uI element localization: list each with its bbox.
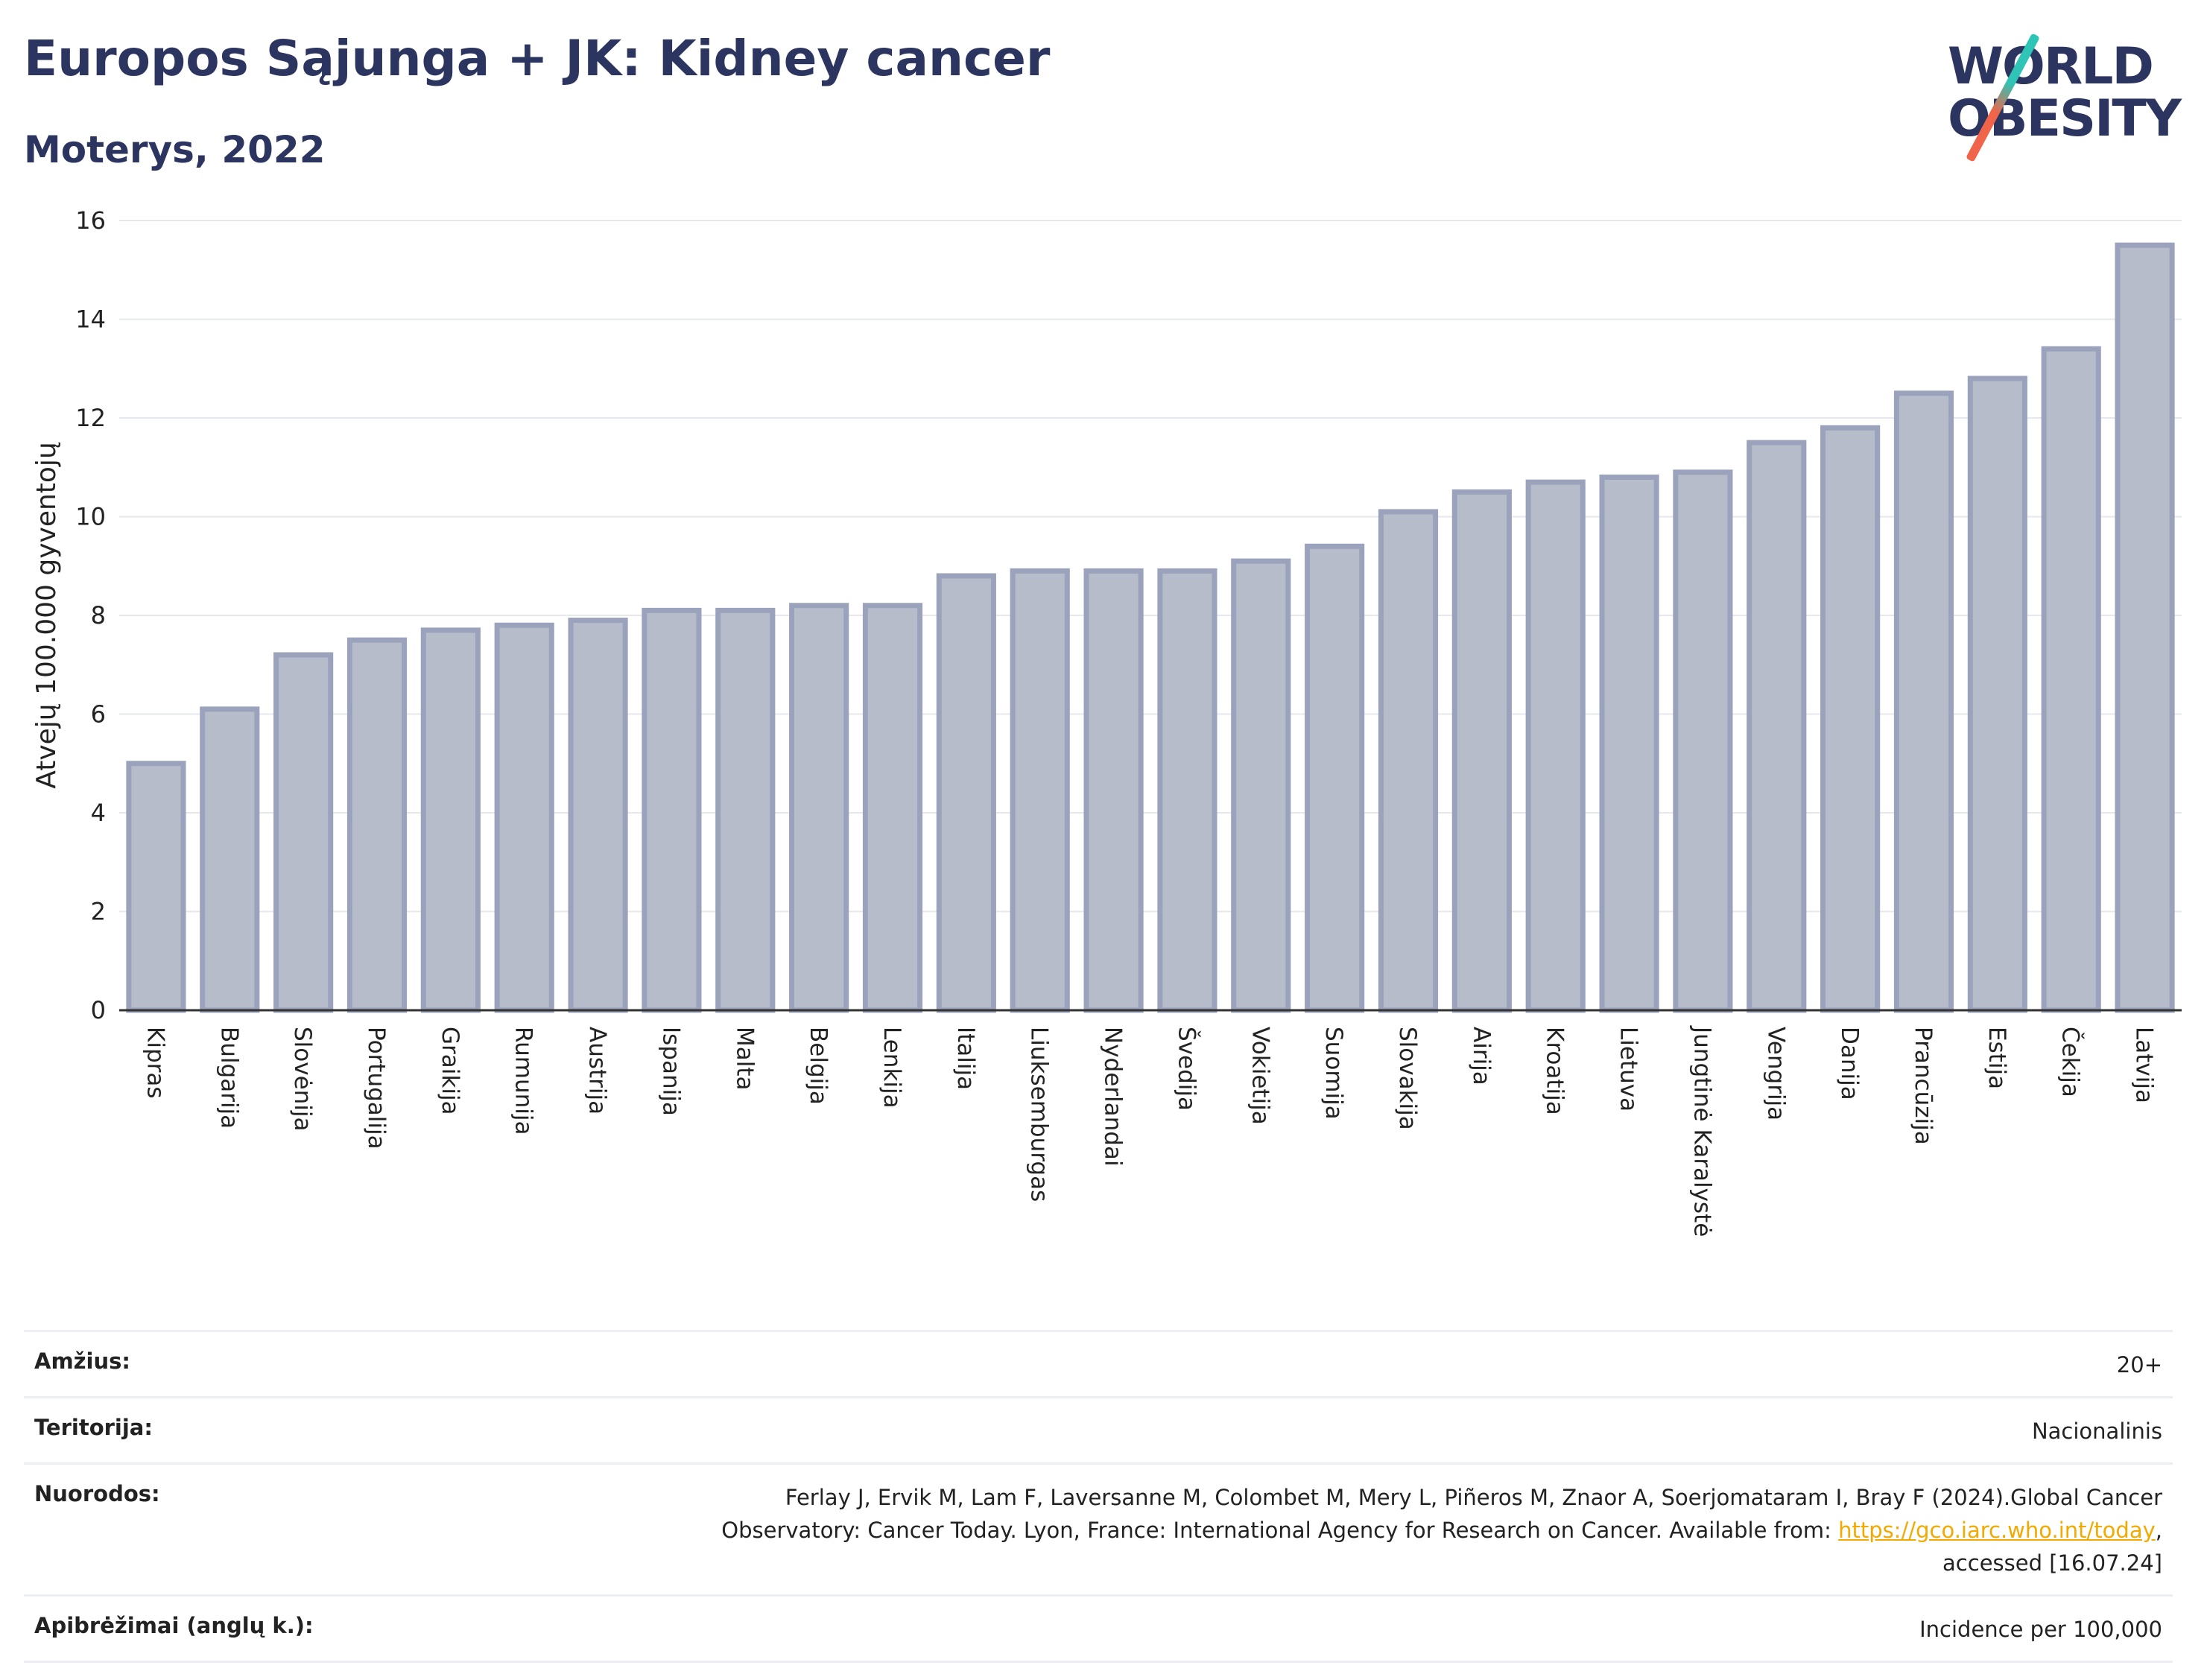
x-category-label: Airija [1468,1027,1495,1085]
y-tick-label: 6 [91,700,106,729]
bar[interactable] [2115,242,2175,1013]
x-category-label: Belgija [805,1027,832,1105]
bar[interactable] [273,652,334,1013]
references-link[interactable]: https://gco.iarc.who.int/today [1838,1518,2156,1543]
info-table: Amžius: 20+ Teritorija: Nacionalinis Nuo… [24,1330,2173,1663]
bar-chart: 0 2 4 6 8 10 12 14 16 Kipras Bulgarija Slovėnija Po… [31,206,2182,1237]
bar[interactable] [1967,375,2027,1013]
references-line-2-end: , [2155,1518,2162,1543]
info-row-territory: Teritorija: Nacionalinis [24,1396,2173,1462]
world-obesity-logo: WORLD OBESITY [1937,27,2183,162]
x-category-label: Švedija [1173,1027,1200,1111]
x-category-label: Prancūzija [1910,1027,1937,1145]
info-row-references: Nuorodos: Ferlay J, Ervik M, Lam F, Lave… [24,1462,2173,1594]
references-line-3: accessed [16.07.24] [1942,1550,2162,1576]
x-category-label: Graikija [437,1027,463,1115]
x-category-label: Austrija [584,1027,611,1115]
bar[interactable] [1378,509,1439,1013]
x-category-label: Lenkija [878,1027,905,1109]
x-category-label: Vokietija [1247,1027,1273,1125]
bar[interactable] [1010,568,1070,1013]
info-row-definitions: Apibrėžimai (anglų k.): Incidence per 10… [24,1594,2173,1663]
x-category-label: Latvija [2131,1027,2158,1103]
y-tick-label: 0 [91,996,106,1024]
bar[interactable] [642,607,702,1013]
bar[interactable] [200,706,260,1013]
y-tick-label: 4 [91,799,106,827]
references-value: Ferlay J, Ervik M, Lam F, Laversanne M, … [721,1481,2162,1579]
x-category-label: Rumunija [510,1027,537,1135]
bar[interactable] [715,607,776,1013]
x-category-label: Danija [1836,1027,1863,1100]
x-category-label: Slovakija [1394,1027,1421,1130]
references-label: Nuorodos: [34,1481,160,1506]
x-category-label: Kipras [142,1027,168,1099]
bar[interactable] [1673,469,1733,1013]
territory-label: Teritorija: [34,1415,153,1440]
bar[interactable] [2041,346,2101,1013]
x-category-label: Kroatija [1542,1027,1568,1115]
y-tick-label: 2 [91,898,106,926]
x-category-label: Lietuva [1615,1027,1642,1112]
bar[interactable] [126,761,186,1013]
definitions-label: Apibrėžimai (anglų k.): [34,1613,314,1638]
y-axis-label: Atvejų 100.000 gyventojų [31,442,62,789]
y-tick-labels: 0 2 4 6 8 10 12 14 16 [75,206,106,1024]
y-tick-label: 16 [75,206,106,235]
chart-title: Europos Sąjunga + JK: Kidney cancer [24,30,1051,87]
info-row-age: Amžius: 20+ [24,1330,2173,1396]
x-category-label: Estija [1983,1027,2010,1089]
x-category-label: Suomija [1320,1027,1347,1120]
bar[interactable] [420,627,481,1013]
territory-value: Nacionalinis [2031,1419,2162,1444]
logo-text-world: WORLD [1948,37,2154,96]
bar[interactable] [789,603,849,1013]
bar[interactable] [1893,390,1954,1013]
bar[interactable] [494,622,554,1013]
x-category-label: Ispanija [657,1027,684,1116]
bar[interactable] [568,618,628,1013]
y-tick-label: 12 [75,404,106,432]
x-category-label: Jungtinė Karalystė [1688,1025,1715,1237]
x-category-label: Nyderlandai [1100,1027,1127,1167]
x-category-label: Italija [952,1027,979,1090]
age-value: 20+ [2116,1352,2162,1378]
bar[interactable] [346,637,408,1013]
x-category-label: Liuksemburgas [1026,1027,1053,1202]
bar[interactable] [1599,475,1659,1013]
x-category-label: Malta [731,1027,758,1091]
x-category-label: Vengrija [1762,1027,1789,1120]
x-category-label: Slovėnija [289,1027,316,1132]
bar[interactable] [862,603,923,1013]
definitions-value: Incidence per 100,000 [1919,1617,2162,1642]
x-category-label: Čekija [2057,1027,2085,1097]
age-label: Amžius: [34,1348,130,1374]
bars [126,242,2175,1013]
references-line-2: Observatory: Cancer Today. Lyon, France:… [721,1518,1839,1543]
bar[interactable] [1451,489,1512,1013]
x-category-label: Bulgarija [215,1027,242,1129]
bar[interactable] [1083,568,1144,1013]
y-tick-label: 8 [91,601,106,630]
bar[interactable] [1231,558,1291,1013]
bar[interactable] [936,573,996,1013]
bar[interactable] [1525,479,1586,1013]
bar[interactable] [1747,440,1807,1013]
y-tick-label: 10 [75,503,106,531]
chart-subtitle: Moterys, 2022 [24,128,326,171]
x-category-label: Portugalija [363,1027,390,1150]
bar[interactable] [1305,543,1365,1013]
y-tick-label: 14 [75,305,106,334]
bar[interactable] [1820,425,1881,1013]
references-line-1: Ferlay J, Ervik M, Lam F, Laversanne M, … [785,1485,2162,1510]
bar[interactable] [1157,568,1217,1013]
x-category-labels: Kipras Bulgarija Slovėnija Portugalija Graik… [142,1025,2157,1237]
